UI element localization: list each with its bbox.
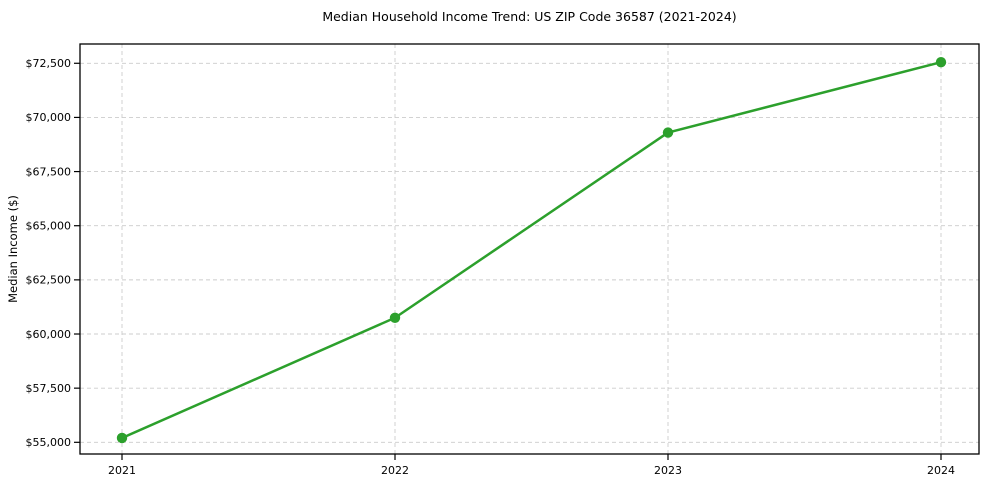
y-tick-label: $57,500	[26, 382, 72, 395]
plot-border	[79, 43, 980, 455]
y-tick-label: $70,000	[26, 111, 72, 124]
chart-title: Median Household Income Trend: US ZIP Co…	[322, 9, 737, 24]
data-point-marker	[116, 432, 128, 444]
y-tick-label: $62,500	[26, 274, 72, 287]
data-point-marker	[935, 56, 947, 68]
data-point-marker	[662, 127, 674, 138]
y-tick-label: $60,000	[26, 328, 72, 341]
y-tick-label: $55,000	[26, 436, 72, 449]
x-tick-label: 2021	[108, 464, 136, 477]
x-tick-label: 2022	[381, 464, 409, 477]
x-tick-label: 2023	[654, 464, 682, 477]
y-tick-label: $65,000	[26, 220, 72, 233]
y-tick-label: $72,500	[26, 57, 72, 70]
x-tick-label: 2024	[927, 464, 955, 477]
income-trend-line	[120, 60, 943, 440]
data-point-marker	[389, 312, 401, 323]
y-tick-label: $67,500	[26, 165, 72, 178]
